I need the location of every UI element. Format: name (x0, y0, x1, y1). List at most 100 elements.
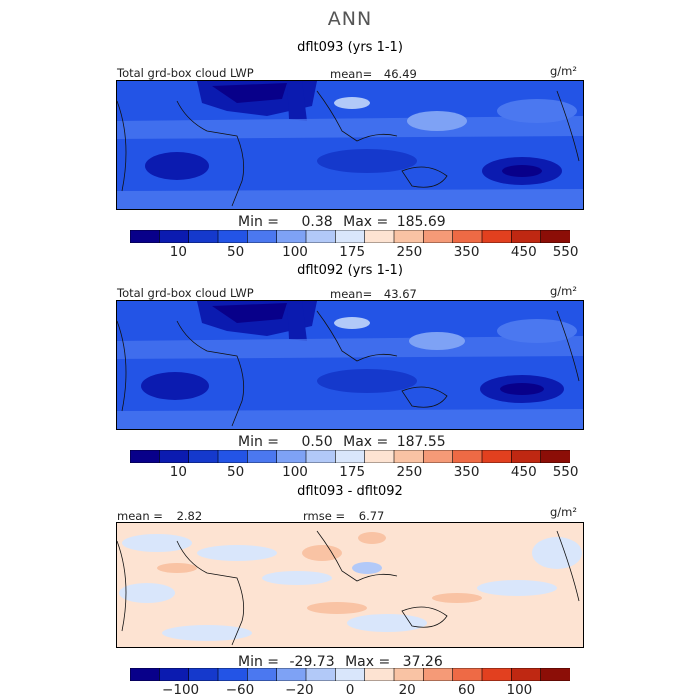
panel3-tick: 60 (458, 682, 476, 698)
panel2-sahara-core (212, 303, 287, 323)
colorbar-swatch (305, 230, 336, 243)
panel1-minmax: Min = 0.38 Max = 185.69 (238, 214, 446, 230)
panel2-australia-coast (401, 386, 448, 408)
colorbar-swatch (364, 668, 395, 681)
panel1-arabia-dry (287, 81, 307, 121)
panel2-tick: 175 (339, 464, 366, 480)
panel2-mean-value: 43.67 (383, 287, 417, 301)
panel2-title: dflt092 (yrs 1-1) (297, 263, 403, 278)
panel2-map (116, 300, 584, 430)
panel3-neg-patch (352, 562, 382, 574)
colorbar-swatch (247, 450, 278, 463)
panel1-min-label: Min = (238, 214, 280, 230)
colorbar-swatch (540, 450, 570, 463)
panel1-max-value: 185.69 (396, 214, 446, 230)
colorbar-swatch (540, 668, 570, 681)
panel2-mean: mean= 43.67 (330, 287, 417, 301)
panel2-itcz (117, 336, 583, 359)
colorbar-swatch (188, 668, 219, 681)
panel1-mean: mean= 46.49 (330, 67, 417, 81)
panel3-max-label: Max = (345, 654, 391, 670)
panel2-minmax: Min = 0.50 Max = 187.55 (238, 434, 446, 450)
panel3-rmse-label: rmse = (303, 509, 346, 523)
panel2-asia-coast (316, 310, 398, 362)
colorbar-swatch (393, 668, 424, 681)
panel2-min-value: 0.50 (301, 434, 333, 450)
panel2-colorbar (130, 450, 570, 463)
panel2-min-label: Min = (238, 434, 280, 450)
colorbar-swatch (130, 450, 160, 463)
colorbar-swatch (481, 230, 512, 243)
panel1-tick: 10 (169, 244, 187, 260)
colorbar-swatch (188, 230, 219, 243)
panel2-map-svg (117, 301, 583, 429)
colorbar-swatch (247, 230, 278, 243)
panel3-min-value: -29.73 (289, 654, 335, 670)
colorbar-swatch (159, 230, 190, 243)
colorbar-swatch (247, 668, 278, 681)
colorbar-swatch (423, 230, 454, 243)
panel3-pos-patch (432, 593, 482, 603)
panel1-tick: 550 (552, 244, 579, 260)
colorbar-swatch (217, 230, 248, 243)
panel1-title: dflt093 (yrs 1-1) (297, 40, 403, 55)
panel2-warm-pool (409, 332, 465, 350)
colorbar-swatch (452, 230, 483, 243)
panel1-colorbar (130, 230, 570, 243)
colorbar-swatch (335, 668, 366, 681)
panel3-tick: 100 (506, 682, 533, 698)
colorbar-swatch (217, 450, 248, 463)
panel3-pos-patch (157, 563, 197, 573)
panel3-tick: 20 (398, 682, 416, 698)
panel1-tick: 175 (339, 244, 366, 260)
panel1-sahara-core (212, 83, 287, 103)
panel2-field-label: Total grd-box cloud LWP (117, 286, 254, 300)
colorbar-swatch (130, 668, 160, 681)
panel1-asia-coast (316, 90, 398, 142)
panel3-australia-coast (401, 606, 448, 628)
panel3-pos-patch (302, 545, 342, 561)
colorbar-swatch (452, 668, 483, 681)
colorbar-swatch (159, 450, 190, 463)
panel1-tick: 350 (453, 244, 480, 260)
panel3-neg-patch (162, 625, 252, 641)
panel2-tick: 100 (282, 464, 308, 480)
colorbar-swatch (393, 450, 424, 463)
panel3-map (116, 522, 584, 648)
colorbar-swatch (276, 668, 307, 681)
panel2-tick: 350 (453, 464, 480, 480)
colorbar-swatch (481, 668, 512, 681)
panel3-colorbar-svg (130, 668, 570, 681)
panel3-map-svg (117, 523, 583, 647)
panel1-colorbar-svg (130, 230, 570, 243)
panel3-neg-patch (197, 545, 277, 561)
panel3-tick: −100 (162, 682, 200, 698)
panel2-tibet-moist (334, 317, 370, 329)
panel3-neg-patch (347, 614, 427, 632)
panel2-south-pacific-core (500, 383, 544, 395)
panel3-neg-patch (119, 583, 175, 603)
panel2-arabia-dry (287, 301, 307, 341)
colorbar-swatch (364, 230, 395, 243)
colorbar-swatch (276, 450, 307, 463)
panel2-colorbar-svg (130, 450, 570, 463)
panel1-min-value: 0.38 (301, 214, 333, 230)
colorbar-swatch (393, 230, 424, 243)
panel1-map-svg (117, 81, 583, 209)
panel1-north-pacific (497, 99, 577, 123)
panel1-tick: 100 (282, 244, 308, 260)
colorbar-swatch (276, 230, 307, 243)
panel1-indian-dry (317, 149, 417, 173)
panel3-neg-patch (262, 571, 332, 585)
panel3-pos-patch (307, 602, 367, 614)
panel1-tick: 250 (396, 244, 423, 260)
panel3-americas-coast (117, 540, 127, 632)
panel3-africa-coast (176, 540, 245, 646)
panel1-mean-value: 46.49 (383, 67, 417, 81)
panel3-colorbar-ticks: −100 −60 −20 0 20 60 100 (130, 682, 570, 698)
panel1-field-label: Total grd-box cloud LWP (117, 66, 254, 80)
panel1-tick: 450 (510, 244, 537, 260)
panel3-mean-label: mean = (117, 509, 163, 523)
colorbar-swatch (305, 668, 336, 681)
panel2-max-label: Max = (343, 434, 389, 450)
